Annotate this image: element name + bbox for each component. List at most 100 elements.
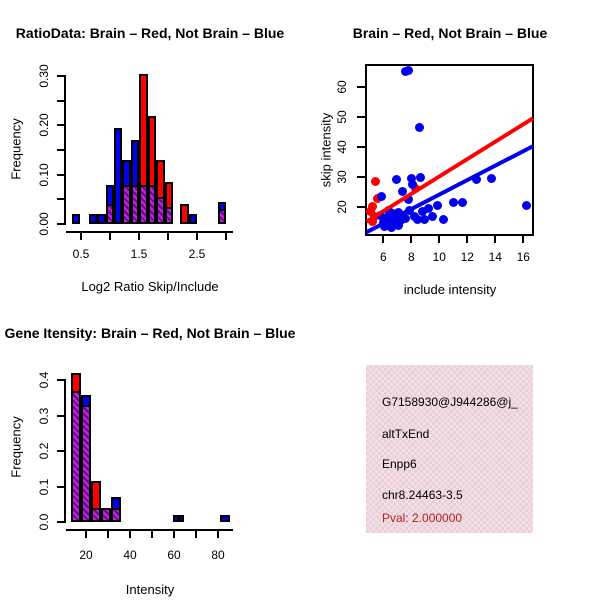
histogram-bar: [122, 159, 131, 187]
scatter-point-blue: [392, 175, 402, 185]
scatter-point-blue: [404, 66, 413, 76]
histogram-bar: [71, 391, 82, 522]
scatter-point-blue: [521, 200, 531, 210]
y-axis-tick: [357, 175, 365, 178]
histogram-bar: [81, 394, 92, 408]
scatter-point-blue: [386, 223, 396, 233]
red-fit-line: [365, 116, 535, 224]
x-axis-tick: [80, 233, 82, 240]
histogram-bar: [217, 209, 227, 224]
x-tick-label: 16: [516, 250, 530, 264]
scatter-title: Brain – Red, Not Brain – Blue: [352, 25, 548, 41]
blue-fit-line: [365, 144, 535, 234]
scatter-point-blue: [406, 173, 416, 183]
y-axis-tick: [57, 124, 65, 127]
x-axis-tick: [382, 236, 385, 243]
x-axis-tick: [438, 236, 441, 243]
y-tick-label: 50: [335, 110, 349, 124]
x-tick-label: 80: [211, 548, 225, 562]
scatter-point-blue: [394, 221, 404, 231]
scatter-point-blue: [448, 198, 458, 208]
scatter-point-red: [367, 217, 377, 227]
y-tick-label: 60: [335, 80, 349, 94]
y-axis-tick: [57, 414, 65, 417]
y-axis-tick: [57, 223, 65, 225]
histogram-bar: [147, 184, 157, 224]
histogram-bar: [88, 214, 98, 224]
scatter-point-blue: [415, 172, 425, 182]
ratio-histogram-ylabel: Frequency: [8, 118, 24, 180]
histogram-bar: [105, 204, 115, 224]
histogram-bar: [91, 481, 102, 510]
y-tick-label: 0.4: [37, 372, 51, 389]
x-tick-label: 0.5: [72, 247, 90, 261]
panel-gene-intensity-histogram: Gene Itensity: Brain – Red, Not Brain – …: [0, 300, 300, 600]
y-axis-line: [64, 75, 66, 225]
scatter-point-blue: [380, 222, 390, 231]
x-axis-tick: [196, 233, 198, 240]
scatter-point-blue: [398, 186, 408, 196]
x-tick-label: 2.5: [188, 247, 206, 261]
histogram-bar: [105, 184, 115, 207]
histogram-bar: [147, 115, 157, 187]
scatter-point-blue: [418, 207, 427, 216]
event-id-text: G7158930@J944286@j_: [382, 395, 518, 409]
y-tick-label: 0.00: [37, 212, 51, 236]
y-tick-label: 0.20: [37, 113, 51, 138]
fit-lines: [365, 116, 535, 234]
y-axis-tick: [57, 75, 65, 78]
event-info-box: [366, 365, 533, 533]
scatter-point-blue: [427, 211, 437, 221]
x-tick-label: 1.5: [130, 247, 148, 261]
scatter-point-red: [411, 183, 420, 193]
y-tick-label: 0.30: [37, 64, 51, 88]
gene-name-text: Enpp6: [382, 457, 417, 471]
x-axis-tick: [129, 531, 131, 538]
histogram-bar: [220, 514, 230, 522]
y-tick-label: 0.3: [37, 407, 51, 425]
scatter-point-red: [366, 207, 376, 216]
scatter-point-red: [371, 177, 381, 187]
y-axis-tick: [357, 205, 365, 208]
scatter-point-blue: [439, 215, 448, 225]
event-type-text: altTxEnd: [382, 427, 430, 441]
scatter-point-red: [367, 202, 377, 212]
scatter-plot-box: [365, 64, 534, 236]
x-axis-tick: [225, 233, 227, 240]
scatter-point-blue: [395, 215, 405, 225]
histogram-bar: [164, 206, 173, 224]
y-axis-tick: [57, 198, 65, 201]
histogram-bar: [91, 507, 102, 522]
x-tick-label: 12: [460, 250, 474, 264]
y-axis-tick: [57, 379, 65, 382]
x-axis-tick: [151, 531, 153, 538]
y-tick-label: 40: [335, 140, 349, 154]
x-tick-label: 8: [407, 250, 415, 264]
scatter-ylabel: skip intensity: [318, 112, 334, 188]
x-axis-tick: [109, 233, 111, 240]
y-axis-tick: [57, 149, 65, 152]
histogram-bar: [156, 159, 165, 199]
y-tick-label: 0.10: [37, 163, 51, 187]
panel-intensity-scatter: Brain – Red, Not Brain – Blue skip inten…: [300, 0, 600, 300]
x-axis-tick: [195, 531, 197, 538]
scatter-point-blue: [404, 195, 413, 204]
x-tick-label: 10: [432, 250, 446, 264]
x-tick-label: 20: [79, 548, 93, 562]
y-tick-label: 20: [335, 200, 349, 214]
coordinate-text: chr8.24463-3.5: [382, 488, 463, 502]
y-axis-tick: [357, 85, 365, 88]
y-axis-tick: [57, 521, 65, 523]
x-tick-label: 60: [167, 548, 181, 562]
y-tick-label: 0.2: [37, 442, 51, 460]
y-axis-tick: [57, 99, 65, 102]
y-axis-tick: [357, 145, 365, 148]
scatter-point-blue: [414, 122, 424, 132]
histogram-bar: [72, 214, 81, 224]
gene-intensity-xlabel: Intensity: [125, 582, 175, 597]
y-tick-label: 0.1: [37, 478, 51, 495]
histogram-bar: [130, 140, 140, 187]
histogram-bar: [97, 214, 106, 224]
histogram-bar: [139, 184, 148, 224]
